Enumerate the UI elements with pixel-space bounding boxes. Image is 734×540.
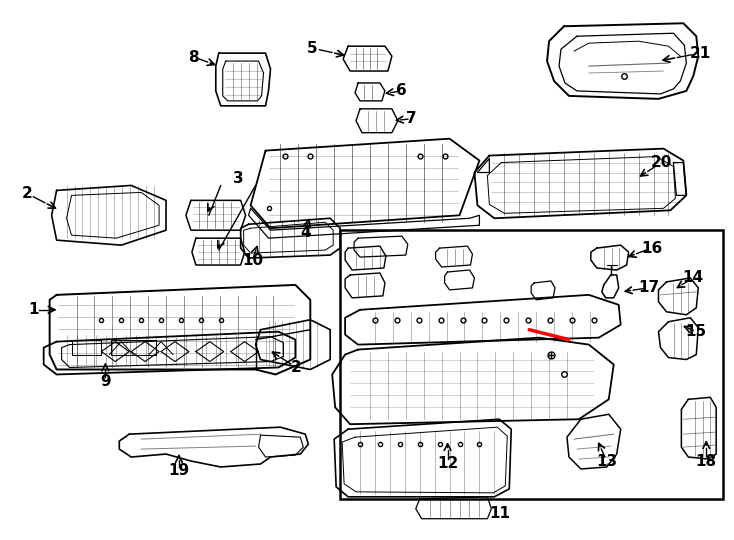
Text: 4: 4 — [300, 225, 310, 240]
Text: 1: 1 — [29, 302, 39, 318]
Text: 2: 2 — [291, 360, 302, 375]
Text: 19: 19 — [168, 463, 189, 478]
Text: 16: 16 — [641, 241, 662, 255]
Text: 8: 8 — [189, 50, 199, 65]
Text: 18: 18 — [696, 454, 717, 469]
Text: 3: 3 — [233, 171, 244, 186]
Text: 6: 6 — [396, 83, 407, 98]
Text: 12: 12 — [437, 456, 458, 471]
Text: 20: 20 — [651, 155, 672, 170]
Text: 14: 14 — [683, 271, 704, 286]
Text: 5: 5 — [307, 40, 318, 56]
Text: 10: 10 — [242, 253, 264, 267]
Text: 9: 9 — [100, 374, 111, 389]
Text: 17: 17 — [638, 280, 659, 295]
Text: 13: 13 — [596, 454, 617, 469]
Bar — [340, 230, 723, 499]
Text: 11: 11 — [489, 506, 510, 521]
Text: 7: 7 — [407, 111, 417, 126]
Text: 15: 15 — [686, 324, 707, 339]
Text: 21: 21 — [690, 45, 711, 60]
Text: 2: 2 — [21, 186, 32, 201]
